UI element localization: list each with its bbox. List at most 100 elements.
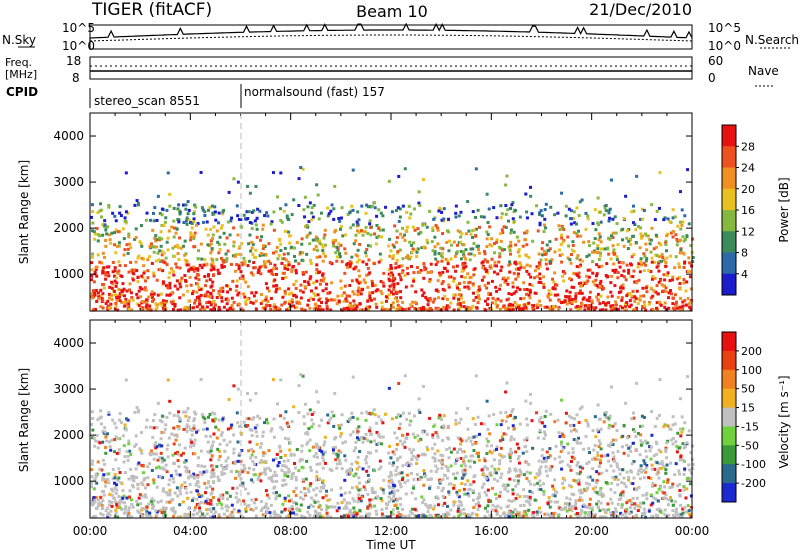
velocity-cell — [410, 450, 414, 454]
power-cell — [435, 288, 439, 292]
power-cell — [197, 296, 201, 300]
velocity-cell — [629, 449, 633, 453]
power-cell — [236, 293, 240, 297]
velocity-cell — [485, 493, 489, 497]
power-cell — [153, 206, 157, 210]
power-cell — [332, 207, 336, 211]
power-cell — [284, 258, 288, 262]
power-cell — [628, 305, 632, 309]
velocity-cell — [673, 500, 677, 504]
velocity-cell — [647, 509, 651, 513]
velocity-cell — [274, 512, 278, 516]
power-cell — [360, 288, 364, 292]
power-cell — [313, 293, 317, 297]
velocity-cell — [254, 498, 258, 502]
velocity-cell — [263, 451, 267, 455]
power-cell — [382, 284, 386, 288]
power-cell — [541, 241, 545, 245]
power-cell — [420, 288, 424, 292]
power-cell — [145, 303, 149, 307]
velocity-cell — [556, 418, 560, 422]
velocity-cell — [247, 449, 251, 453]
power-cell — [498, 245, 502, 249]
velocity-cell — [583, 515, 587, 519]
power-cell — [485, 260, 489, 264]
power-cell — [150, 290, 154, 294]
velocity-cell — [315, 478, 319, 482]
velocity-cell — [440, 466, 444, 470]
power-cell — [189, 221, 193, 225]
velocity-cell — [557, 431, 561, 435]
velocity-cell — [367, 515, 371, 519]
power-cell — [217, 271, 221, 275]
power-cell — [104, 273, 108, 277]
power-cell — [196, 257, 200, 261]
velocity-cell — [142, 471, 146, 475]
power-cell — [365, 203, 369, 207]
velocity-cell — [441, 454, 445, 458]
power-cell — [441, 297, 445, 301]
power-cell — [149, 242, 153, 246]
power-cell — [264, 295, 268, 299]
power-cell — [538, 211, 542, 215]
power-cell — [385, 308, 389, 312]
power-cell — [613, 270, 617, 274]
velocity-cell — [437, 514, 441, 518]
velocity-cell — [666, 424, 670, 428]
velocity-cell — [565, 502, 569, 506]
power-cell — [287, 260, 291, 264]
velocity-cell — [128, 489, 132, 493]
velocity-cell — [483, 465, 487, 469]
velocity-cell — [100, 504, 104, 508]
velocity-cell — [558, 506, 562, 510]
velocity-cell — [310, 496, 314, 500]
velocity-cell — [245, 417, 249, 421]
velocity-cell — [591, 429, 595, 433]
velocity-cell — [569, 429, 573, 433]
power-cell — [252, 261, 256, 265]
velocity-cell — [288, 448, 292, 452]
power-cell — [648, 242, 652, 246]
power-cell — [498, 232, 502, 236]
velocity-cell — [420, 515, 424, 519]
power-cell — [159, 244, 163, 248]
velocity-cell — [472, 449, 476, 453]
velocity-cell — [587, 482, 591, 486]
power-cell — [635, 289, 639, 293]
power-cell — [320, 243, 324, 247]
velocity-cell — [134, 467, 138, 471]
power-cell — [439, 254, 443, 258]
power-cell — [160, 207, 164, 211]
velocity-cell — [334, 458, 338, 462]
velocity-cell — [637, 504, 641, 508]
power-cell — [466, 220, 470, 224]
velocity-cell — [287, 437, 291, 441]
power-cell — [364, 254, 368, 258]
velocity-cell — [604, 510, 608, 514]
power-cell — [302, 208, 306, 212]
velocity-cell — [217, 512, 221, 516]
velocity-cell — [401, 464, 405, 468]
power-cell — [476, 248, 480, 252]
power-cell — [399, 275, 403, 279]
velocity-cell — [394, 473, 398, 477]
power-cell — [396, 303, 400, 307]
velocity-cell — [390, 490, 394, 494]
power-cell — [158, 249, 162, 253]
velocity-cell — [312, 454, 316, 458]
velocity-cell — [209, 458, 213, 462]
power-cell — [101, 271, 105, 275]
power-cell — [439, 208, 443, 212]
power-cell — [533, 291, 537, 295]
power-cell — [331, 241, 335, 245]
power-cell — [403, 238, 407, 242]
power-cell — [260, 235, 264, 239]
velocity-cell — [203, 421, 207, 425]
power-cell — [440, 251, 444, 255]
power-cell — [653, 276, 657, 280]
power-cell — [194, 205, 198, 209]
power-cell — [269, 307, 273, 311]
y-tick-label: 1000 — [53, 267, 84, 281]
power-cell — [351, 290, 355, 294]
power-cell — [460, 269, 464, 273]
